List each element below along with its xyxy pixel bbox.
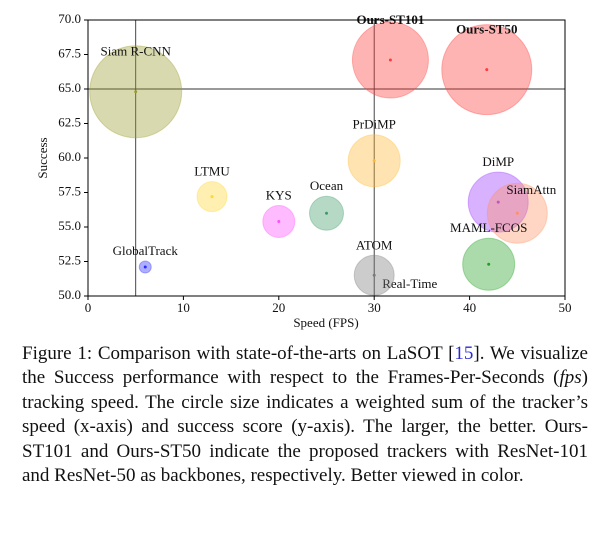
caption-emphasis: fps (559, 367, 582, 389)
x-tick-label: 40 (463, 300, 476, 315)
point-label: SiamAttn (506, 182, 556, 197)
point-label: LTMU (194, 164, 230, 179)
point-label: ATOM (356, 237, 393, 252)
y-tick-label: 65.0 (58, 80, 81, 95)
caption-text: ) tracking speed. The circle size indica… (22, 367, 588, 487)
x-tick-label: 0 (85, 300, 92, 315)
chart: Speed (FPS) Success Real-Time Siam R-CNN O… (35, 11, 572, 330)
point-label: KYS (266, 187, 292, 202)
point-label: MAML-FCOS (450, 220, 527, 235)
caption-text: Figure 1: Comparison with state-of-the-a… (22, 343, 455, 364)
bubble-center (210, 195, 214, 199)
caption-text: ]. We visualize the Success performance … (22, 343, 588, 389)
y-axis-label: Success (35, 137, 50, 178)
bubble-center (388, 58, 392, 62)
y-tick-label: 55.0 (58, 218, 81, 233)
y-tick-label: 67.5 (58, 45, 81, 60)
x-tick-label: 10 (177, 300, 190, 315)
bubble-center (325, 211, 328, 215)
y-tick-label: 50.0 (58, 287, 81, 302)
bubble-center (496, 200, 500, 204)
bubble-center (143, 265, 147, 269)
bubble-center (485, 68, 489, 72)
point-label: Ocean (310, 178, 344, 193)
y-tick-label: 70.0 (58, 11, 81, 26)
bubble-center (487, 262, 491, 266)
bubble-center (277, 219, 281, 223)
annotation: Real-Time (382, 276, 437, 291)
figure-caption: Figure 1: Comparison with state-of-the-a… (22, 342, 588, 488)
y-tick-label: 60.0 (58, 149, 81, 164)
point-label: GlobalTrack (113, 243, 179, 258)
point-label: Ours-ST50 (456, 22, 517, 37)
y-tick-label: 62.5 (58, 114, 81, 129)
bubble-center (372, 273, 376, 277)
bubble-center (134, 90, 138, 94)
point-label: PrDiMP (353, 117, 396, 132)
citation[interactable]: 15 (454, 343, 474, 364)
y-tick-label: 52.5 (58, 252, 81, 267)
bubble-center (515, 211, 519, 215)
point-label: DiMP (482, 154, 514, 169)
x-axis-label: Speed (FPS) (293, 315, 358, 330)
x-tick-label: 30 (368, 300, 381, 315)
x-tick-label: 50 (559, 300, 572, 315)
y-tick-label: 57.5 (58, 183, 81, 198)
x-tick-label: 20 (272, 300, 285, 315)
bubble-center (372, 159, 376, 163)
point-label: Siam R-CNN (100, 44, 171, 59)
